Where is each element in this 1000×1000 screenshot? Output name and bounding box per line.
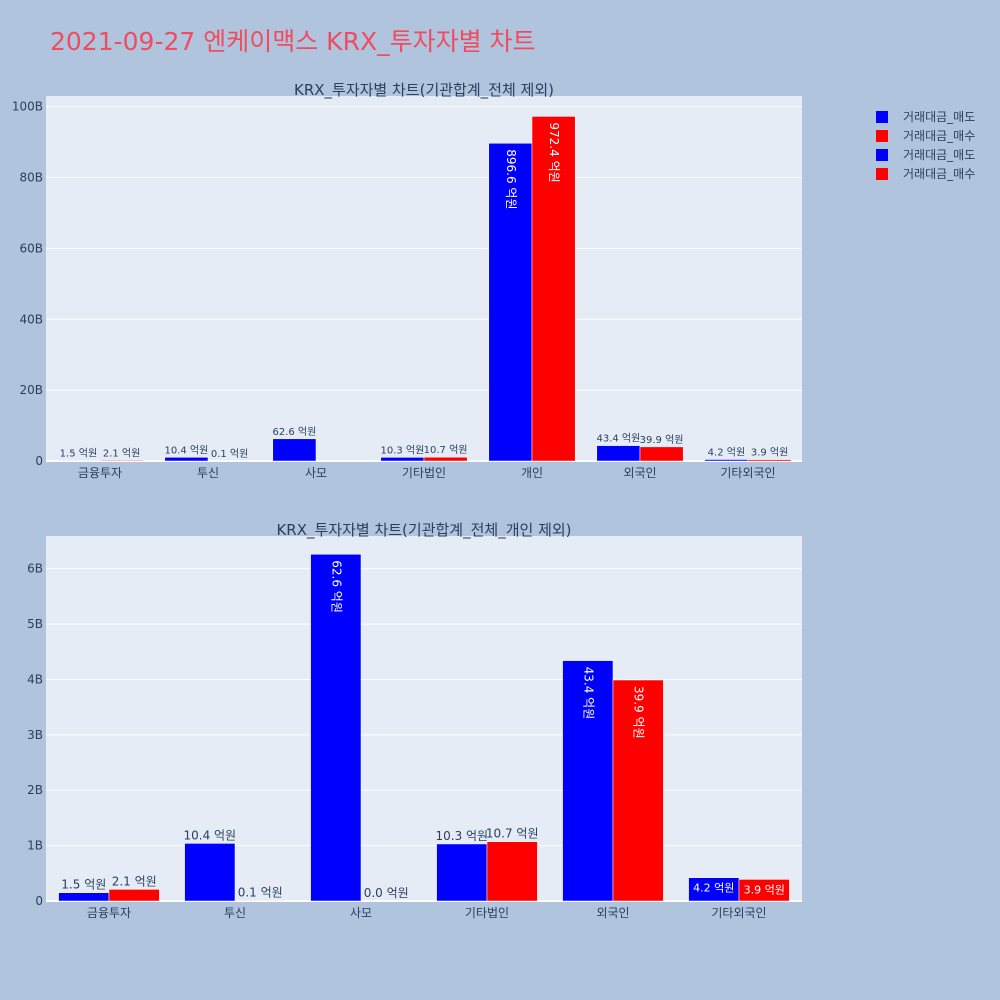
y-tick-label: 40B	[19, 312, 43, 326]
bar-data-label: 4.2 억원	[693, 882, 734, 895]
y-tick-label: 3B	[27, 728, 43, 742]
x-tick-label: 기타법인	[402, 466, 446, 480]
bar	[310, 554, 362, 902]
bar-data-label: 43.4 억원	[596, 433, 640, 445]
bar-data-label: 896.6 억원	[504, 149, 518, 209]
legend-swatch-sell	[876, 110, 888, 123]
bar	[738, 879, 790, 902]
bar	[612, 679, 664, 902]
y-tick-label: 0	[35, 454, 43, 468]
bar-data-label: 1.5 억원	[60, 447, 97, 459]
y-tick-label: 5B	[27, 617, 43, 631]
bar-data-label: 1.5 억원	[61, 878, 106, 892]
bar	[704, 459, 749, 462]
legend-label: 거래대금_매수	[903, 167, 976, 181]
bar-data-label: 972.4 억원	[547, 122, 561, 182]
bar-data-label: 62.6 억원	[329, 560, 343, 613]
x-tick-label: 사모	[305, 466, 327, 480]
x-tick-label: 사모	[350, 906, 372, 920]
bar-data-label: 39.9 억원	[640, 434, 684, 446]
y-tick-label: 20B	[19, 383, 43, 397]
bar	[99, 460, 144, 462]
bar-data-label: 10.7 억원	[424, 444, 468, 456]
bar-data-label: 4.2 억원	[708, 447, 745, 459]
x-tick-label: 기타법인	[465, 906, 509, 920]
y-tick-label: 1B	[27, 839, 43, 853]
bar-data-label: 10.3 억원	[435, 829, 488, 843]
legend-item-sell[interactable]: 거래대금_매도	[876, 107, 975, 126]
x-tick-label: 외국인	[623, 466, 656, 480]
bar-data-label: 3.9 억원	[744, 883, 785, 896]
bar	[56, 460, 101, 462]
legend[interactable]: 거래대금_매도 거래대금_매수 거래대금_매도 거래대금_매수	[876, 107, 975, 183]
bar	[423, 456, 468, 462]
bar	[486, 841, 538, 902]
bar-data-label: 43.4 억원	[581, 667, 595, 720]
bar-data-label: 39.9 억원	[632, 686, 646, 739]
bar	[380, 457, 425, 462]
legend-label: 거래대금_매수	[903, 129, 976, 143]
y-tick-label: 6B	[27, 562, 43, 576]
y-tick-label: 0	[35, 894, 43, 908]
x-tick-label: 투신	[197, 466, 219, 480]
bar-data-label: 0.1 억원	[211, 448, 248, 460]
y-tick-label: 100B	[12, 100, 43, 114]
bar-data-label: 10.4 억원	[183, 828, 236, 842]
chart-panel-1: 0 20B 40B 60B 80B 100B KRX_투자자별 차트(기관합계_전체 제외)…	[12, 81, 802, 480]
y-tick-label: 2B	[27, 783, 43, 797]
x-tick-label: 금융투자	[87, 906, 131, 920]
plot-area	[46, 536, 802, 901]
chart-title: KRX_투자자별 차트(기관합계_전체_개인 제외)	[276, 521, 571, 540]
chart-title: KRX_투자자별 차트(기관합계_전체 제외)	[294, 81, 554, 100]
bar	[436, 843, 488, 902]
bar	[108, 889, 160, 902]
legend-swatch-sell	[876, 148, 888, 161]
page-title: 2021-09-27 엔케이맥스 KRX_투자자별 차트	[50, 27, 536, 56]
bar	[747, 459, 792, 462]
bar-data-label: 2.1 억원	[103, 447, 140, 459]
chart-panel-2: 0 1B 2B 3B 4B 5B 6B KRX_투자자별 차트(기관합계_전체_개인 제외) 금…	[27, 521, 802, 920]
bar	[164, 457, 209, 462]
bar-data-label: 0.1 억원	[238, 885, 283, 899]
x-tick-label: 금융투자	[78, 466, 122, 480]
bar	[234, 900, 286, 902]
bar	[184, 843, 236, 902]
bar-data-label: 0.0 억원	[364, 886, 409, 900]
legend-item-sell-2[interactable]: 거래대금_매도	[876, 145, 975, 164]
y-tick-label: 60B	[19, 241, 43, 255]
x-tick-label: 외국인	[596, 906, 629, 920]
legend-swatch-buy	[876, 129, 888, 142]
legend-item-buy-2[interactable]: 거래대금_매수	[876, 164, 975, 183]
bar	[58, 892, 110, 902]
bar-data-label: 10.7 억원	[486, 827, 539, 841]
legend-item-buy[interactable]: 거래대금_매수	[876, 126, 975, 145]
legend-label: 거래대금_매도	[903, 110, 976, 124]
legend-swatch-buy	[876, 167, 888, 180]
legend-label: 거래대금_매도	[903, 148, 976, 162]
x-tick-label: 투신	[224, 906, 246, 920]
bar	[639, 446, 684, 462]
x-tick-label: 기타외국인	[711, 906, 766, 920]
bar-data-label: 62.6 억원	[272, 426, 316, 438]
x-tick-label: 기타외국인	[720, 466, 775, 480]
bar-data-label: 3.9 억원	[751, 447, 788, 459]
bar	[531, 116, 576, 462]
x-tick-label: 개인	[521, 466, 543, 480]
plot-area	[46, 96, 802, 461]
bar-data-label: 10.4 억원	[164, 444, 208, 456]
bar	[272, 438, 317, 462]
bar-data-label: 2.1 억원	[112, 874, 157, 888]
y-tick-label: 80B	[19, 171, 43, 185]
bar	[562, 660, 614, 902]
bar-data-label: 10.3 억원	[380, 444, 424, 456]
bar	[596, 445, 641, 462]
y-tick-label: 4B	[27, 672, 43, 686]
